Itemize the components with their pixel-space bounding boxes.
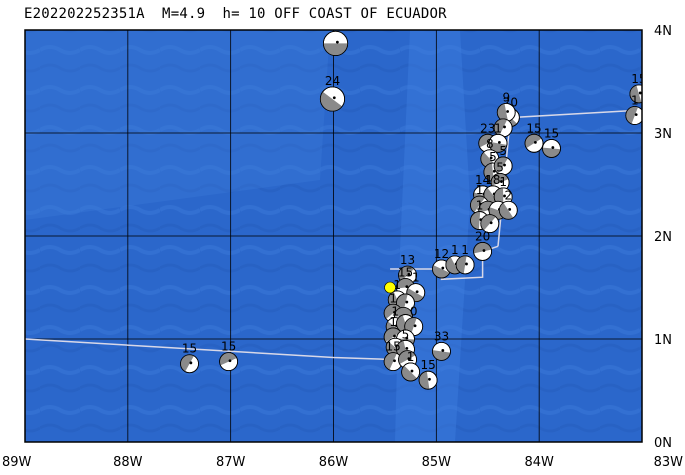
- event-depth-label: 14: [475, 173, 490, 187]
- longitude-tick-label: 83W: [654, 455, 684, 470]
- event-depth-label: 1: [451, 243, 459, 257]
- focal-mechanism-beachball: 15: [524, 121, 544, 153]
- event-depth-label: 15: [544, 126, 559, 140]
- event-depth-label: 15: [398, 266, 413, 280]
- event-depth-label: 0: [410, 305, 418, 319]
- focal-mechanism-beachball: 20: [473, 229, 493, 261]
- event-depth-label: 5: [489, 150, 497, 164]
- event-depth-label: 15: [386, 340, 401, 354]
- axis-labels: 89W 88W 87W 86W 85W 84W 83W 0N 1N 2N 3N 4N: [2, 24, 683, 470]
- latitude-tick-label: 2N: [654, 230, 672, 245]
- event-depth-label: 1: [391, 305, 399, 319]
- latitude-tick-label: 4N: [654, 24, 672, 39]
- longitude-tick-label: 89W: [2, 455, 32, 470]
- event-depth-label: 1: [393, 278, 401, 292]
- event-depth-label: 15: [631, 72, 646, 86]
- map-frame: [24, 29, 643, 443]
- event-depth-label: 1: [631, 93, 639, 107]
- focal-mechanism-beachball: 15: [542, 126, 561, 158]
- focal-mechanism-beachball: 15: [629, 72, 646, 104]
- shallow-west-band: [25, 30, 330, 220]
- event-depth-label: 1: [407, 350, 415, 364]
- event-depth-label: 15: [221, 340, 236, 354]
- longitude-tick-label: 85W: [422, 455, 452, 470]
- event-depth-label: 1: [476, 199, 484, 213]
- longitude-tick-label: 88W: [113, 455, 143, 470]
- event-depth-label: 1: [412, 271, 420, 285]
- event-depth-label: 33: [434, 329, 449, 343]
- focal-mechanism-beachball: 24: [319, 74, 346, 112]
- graticule: [25, 30, 642, 442]
- event-depth-label: 18: [485, 173, 500, 187]
- event-depth-label: 15: [526, 121, 541, 135]
- focal-mechanism-beachball: 1: [625, 93, 642, 125]
- longitude-tick-label: 87W: [216, 455, 246, 470]
- focal-mechanism-beachball: 5: [493, 144, 513, 176]
- event-depth-label: 1: [499, 175, 507, 189]
- plate-boundary-line: [25, 338, 396, 361]
- event-depth-label: 24: [325, 74, 340, 88]
- event-depth-label: 1: [461, 243, 469, 257]
- current-event-marker: [384, 281, 396, 294]
- focal-mechanism-beachball: [480, 214, 500, 234]
- latitude-tick-label: 3N: [654, 127, 672, 142]
- focal-mechanism-beachball: [398, 350, 417, 370]
- focal-mechanism-beachball: 15: [180, 342, 199, 374]
- focal-mechanism-beachball: 15: [323, 18, 349, 56]
- event-depth-label: 13: [400, 253, 415, 267]
- event-depth-label: 1: [389, 291, 397, 305]
- event-depth-label: 5: [496, 160, 504, 174]
- event-depth-label: 5: [402, 327, 410, 341]
- event-depth-label: 12: [434, 247, 449, 261]
- event-depth-label: 20: [475, 229, 490, 243]
- event-depth-label: 15: [328, 18, 343, 32]
- event-depth-label: 23: [480, 121, 495, 135]
- event-depth-label: 1: [494, 121, 502, 135]
- event-depth-label: 9: [502, 90, 510, 104]
- event-depth-label: 8: [486, 137, 494, 151]
- longitude-tick-label: 84W: [524, 455, 554, 470]
- focal-mechanism-beachball: 1: [488, 121, 508, 153]
- event-depth-label: 5: [499, 144, 507, 158]
- event-depth-label: 15: [182, 342, 197, 356]
- focal-mechanism-beachball: 2: [498, 188, 518, 220]
- focal-mechanism-beachball: 15: [219, 340, 239, 372]
- map-title: E202202252351A M=4.9 h= 10 OFF COAST OF …: [24, 6, 447, 22]
- focal-mechanism-beachball: 15: [418, 358, 438, 390]
- focal-mechanism-beachball: 1: [401, 350, 421, 382]
- event-depth-label: 1: [476, 183, 484, 197]
- focal-mechanism-beachball: 33: [432, 329, 451, 361]
- focal-mechanism-beachball: 1: [470, 183, 489, 215]
- event-depth-label: 15: [420, 358, 435, 372]
- event-depth-label: 2: [504, 188, 512, 202]
- event-depth-label: 1: [389, 315, 397, 329]
- longitude-tick-label: 86W: [319, 455, 349, 470]
- latitude-tick-label: 1N: [654, 333, 672, 348]
- focal-mechanism-beachball: 1: [455, 243, 475, 275]
- focal-mechanism-beachball: 15: [383, 340, 403, 372]
- latitude-tick-label: 0N: [654, 436, 672, 451]
